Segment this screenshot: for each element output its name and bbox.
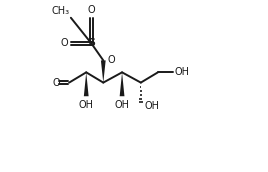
Text: OH: OH <box>114 100 129 110</box>
Polygon shape <box>84 72 89 96</box>
Text: O: O <box>107 55 115 64</box>
Polygon shape <box>101 60 106 83</box>
Text: OH: OH <box>79 100 94 110</box>
Text: O: O <box>61 38 68 48</box>
Text: O: O <box>88 5 95 15</box>
Text: OH: OH <box>175 67 190 77</box>
Text: S: S <box>87 38 95 48</box>
Text: OH: OH <box>144 101 159 111</box>
Polygon shape <box>120 72 124 96</box>
Text: CH₃: CH₃ <box>52 6 70 16</box>
Text: O: O <box>53 78 60 88</box>
